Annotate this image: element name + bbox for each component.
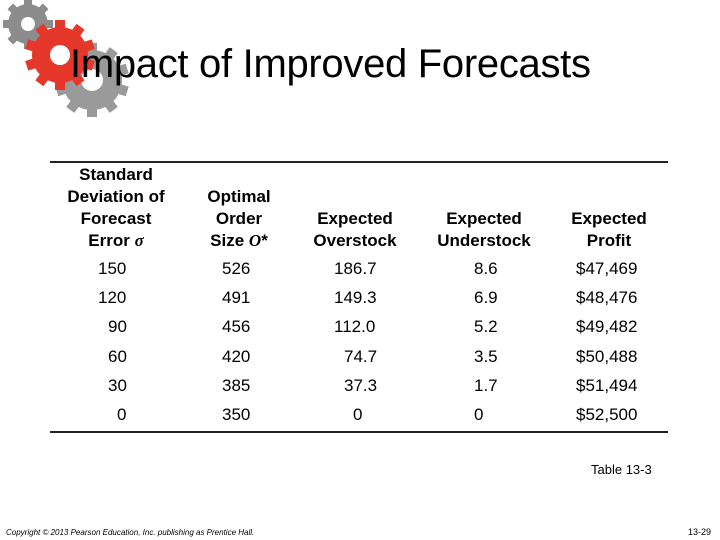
cell-expected-overstock: 112.0 (334, 317, 376, 336)
header-line: Profit (586, 231, 632, 250)
cell-optimal-order: 526 (222, 259, 251, 278)
table-row: 90 456 112.0 5.2 $49,482 (0, 313, 720, 343)
table-row: 30 385 37.3 1.7 $51,494 (0, 372, 720, 402)
header-std-deviation: Standard Deviation of Forecast Error σ (55, 164, 177, 252)
header-expected-understock: Expected Understock (425, 164, 543, 252)
cell-optimal-order: 350 (222, 405, 251, 424)
cell-expected-profit: $51,494 (576, 376, 638, 395)
cell-expected-profit: $48,476 (576, 288, 638, 307)
cell-expected-overstock: 186.7 (334, 259, 377, 278)
cell-std-deviation: 60 (108, 347, 127, 366)
header-line: Deviation of (67, 187, 165, 206)
cell-expected-understock: 0 (474, 405, 484, 424)
page-number: 13-29 (687, 527, 711, 537)
cell-optimal-order: 456 (222, 317, 251, 336)
gears-icon (3, 0, 129, 117)
cell-expected-overstock: 149.3 (334, 288, 377, 307)
header-expected-overstock: Expected Overstock (300, 164, 410, 252)
cell-expected-profit: $47,469 (576, 259, 638, 278)
header-line: Optimal (207, 187, 271, 206)
cell-expected-profit: $49,482 (576, 317, 638, 336)
copyright-notice: Copyright © 2013 Pearson Education, Inc.… (6, 528, 255, 537)
header-line: Expected (317, 209, 393, 228)
header-line: Expected (446, 209, 522, 228)
header-optimal-order: Optimal Order Size O* (193, 164, 285, 252)
cell-expected-understock: 5.2 (474, 317, 498, 336)
cell-optimal-order: 420 (222, 347, 251, 366)
table-row: 60 420 74.7 3.5 $50,488 (0, 343, 720, 373)
table-bottom-rule (50, 431, 668, 433)
cell-std-deviation: 90 (108, 317, 127, 336)
cell-optimal-order: 385 (222, 376, 251, 395)
table-caption: Table 13-3 (591, 462, 652, 477)
cell-std-deviation: 150 (98, 259, 127, 278)
table-row: 0 350 0 0 $52,500 (0, 401, 720, 431)
cell-std-deviation: 0 (117, 405, 127, 424)
header-line: Error σ (55, 230, 177, 252)
cell-expected-understock: 6.9 (474, 288, 498, 307)
cell-expected-overstock: 74.7 (344, 347, 378, 366)
table-top-rule (50, 161, 668, 163)
header-expected-profit: Expected Profit (560, 164, 658, 252)
sigma-symbol: σ (134, 231, 144, 250)
cell-expected-understock: 8.6 (474, 259, 498, 278)
header-text: * (261, 231, 268, 250)
cell-expected-understock: 1.7 (474, 376, 498, 395)
table-row: 150 526 186.7 8.6 $47,469 (0, 255, 720, 285)
header-line: Overstock (313, 231, 397, 250)
header-line: Order (215, 209, 263, 228)
cell-expected-understock: 3.5 (474, 347, 498, 366)
order-symbol: O (248, 231, 262, 250)
cell-expected-overstock: 37.3 (344, 376, 378, 395)
header-line: Understock (437, 231, 531, 250)
table-row: 120 491 149.3 6.9 $48,476 (0, 284, 720, 314)
cell-std-deviation: 120 (98, 288, 127, 307)
cell-expected-profit: $50,488 (576, 347, 638, 366)
page-title: Impact of Improved Forecasts (70, 42, 591, 86)
cell-std-deviation: 30 (108, 376, 127, 395)
header-line: Standard (79, 165, 153, 184)
header-text: Size (210, 231, 249, 250)
header-line: Expected (571, 209, 647, 228)
header-line: Forecast (80, 209, 152, 228)
header-line: Size O* (193, 230, 285, 252)
cell-optimal-order: 491 (222, 288, 251, 307)
header-text: Error (88, 231, 135, 250)
cell-expected-profit: $52,500 (576, 405, 638, 424)
cell-expected-overstock: 0 (353, 405, 363, 424)
